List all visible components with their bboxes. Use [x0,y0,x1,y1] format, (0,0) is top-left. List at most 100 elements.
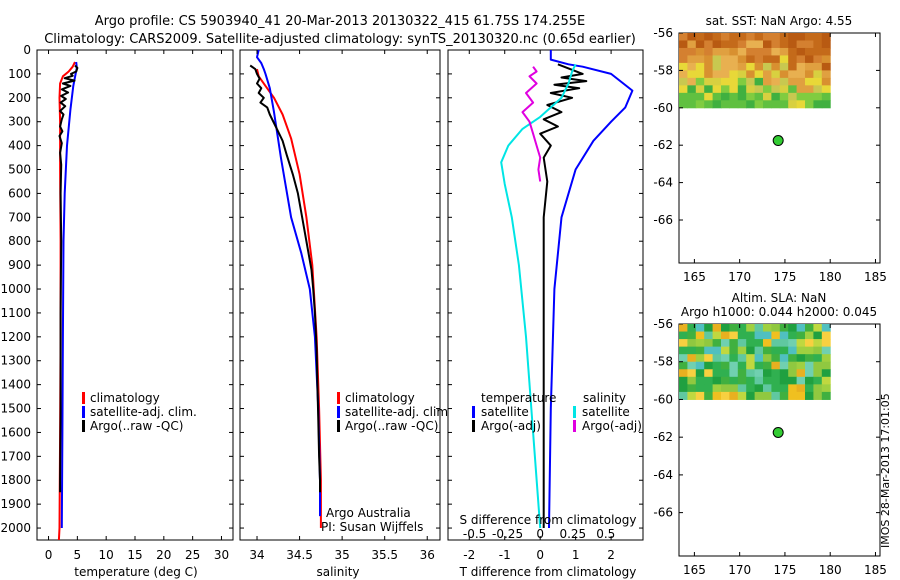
x-tick-label: 0 [536,548,544,562]
heatmap-cell [737,384,747,393]
heatmap-cell [687,384,697,393]
heatmap-cell [746,92,756,101]
heatmap-cell [821,100,831,109]
heatmap-cell [737,77,747,86]
heatmap-cell [771,331,781,340]
heatmap-cell [704,376,714,385]
heatmap-cell [746,361,756,370]
heatmap-cell [754,339,764,348]
s-tick-label: 0 [536,527,544,541]
heatmap-cell [679,391,688,400]
heatmap-cell [779,369,789,378]
heatmap-cell [754,85,764,94]
sla-map-subtitle: Argo h1000: 0.044 h2000: 0.045 [681,305,877,319]
heatmap-cell [779,92,789,101]
heatmap-cell [788,361,798,370]
x-tick-label: 34.5 [286,548,313,562]
heatmap-cell [729,70,739,79]
heatmap-cell [771,40,781,49]
heatmap-cell [754,376,764,385]
heatmap-cell [754,70,764,79]
heatmap-cell [805,92,814,101]
heatmap-cell [763,85,772,94]
heatmap-cell [771,369,781,378]
heatmap-cell [695,339,705,348]
heatmap-cell [729,346,739,355]
heatmap-cell [779,55,789,64]
heatmap-cell [779,339,789,348]
heatmap-cell [746,391,756,400]
heatmap-cell [771,92,781,101]
heatmap-cell [754,40,764,49]
heatmap-cell [746,100,756,109]
y-tick-label: -60 [653,101,673,115]
heatmap-cell [729,100,739,109]
heatmap-cell [821,331,831,340]
series-line-argo-raw-qc [58,64,79,493]
argo-location-marker [772,426,784,438]
heatmap-cell [695,70,705,79]
s-tick-label: 0.25 [559,527,586,541]
heatmap-cell [721,33,730,41]
heatmap-cell [805,339,814,348]
heatmap-cell [796,324,806,333]
salinity-series-group [249,49,322,528]
heatmap-cell [721,62,730,71]
x-tick-label: -2 [463,548,475,562]
heatmap-cell [746,70,756,79]
heatmap-cell [737,376,747,385]
heatmap-cell [788,77,798,86]
credit-pi: PI: Susan Wijffels [321,520,423,534]
y-tick-label: -62 [653,138,673,152]
imos-timestamp: IMOS 28-Mar-2013 17:01:05 [879,393,892,548]
heatmap-cell [712,100,722,109]
temperature-legend: climatology satellite-adj. clim. Argo(..… [82,391,197,433]
heatmap-cell [788,85,798,94]
x-tick-label: -1 [499,548,511,562]
heatmap-cell [763,354,772,363]
heatmap-cell [695,346,705,355]
x-tick-label: 185 [864,270,887,284]
y-tick-label: -58 [653,63,673,77]
heatmap-cell [695,92,705,101]
heatmap-cell [746,33,756,41]
heatmap-cell [779,331,789,340]
sst-map-ticks: 165 170 175 180 185 -56 -58 -60 -62 -64 -66 [653,26,887,284]
heatmap-cell [695,85,705,94]
legend-label-argo: Argo(..raw -QC) [90,419,183,433]
legend-label-satellite: satellite-adj. clim. [345,405,452,419]
heatmap-cell [687,40,697,49]
heatmap-cell [721,324,730,333]
sst-map-title: sat. SST: NaN Argo: 4.55 [706,14,853,28]
temperature-series-group [57,61,79,541]
y-tick-label: 100 [8,67,31,81]
heatmap-cell [763,100,772,109]
heatmap-cell [712,85,722,94]
credit-agency: Argo Australia [326,506,411,520]
heatmap-cell [821,85,831,94]
heatmap-cell [813,33,823,41]
heatmap-cell [813,331,823,340]
heatmap-cell [746,331,756,340]
heatmap-cell [687,354,697,363]
heatmap-cell [746,339,756,348]
heatmap-cell [687,100,697,109]
sla-map-panel: Altim. SLA: NaN Argo h1000: 0.044 h2000:… [653,291,887,577]
legend-label-t-satellite: satellite [481,405,529,419]
x-tick-label: 0 [45,548,53,562]
heatmap-cell [737,354,747,363]
heatmap-cell [821,62,831,71]
heatmap-cell [796,391,806,400]
heatmap-cell [771,346,781,355]
heatmap-cell [763,369,772,378]
difference-series-group [500,50,634,529]
heatmap-cell [805,346,814,355]
heatmap-cell [704,346,714,355]
heatmap-cell [729,361,739,370]
x-tick-label: 170 [728,563,751,577]
heatmap-cell [788,100,798,109]
heatmap-cell [704,324,714,333]
heatmap-cell [721,47,730,56]
series-line-satellite [500,63,577,529]
heatmap-cell [737,40,747,49]
